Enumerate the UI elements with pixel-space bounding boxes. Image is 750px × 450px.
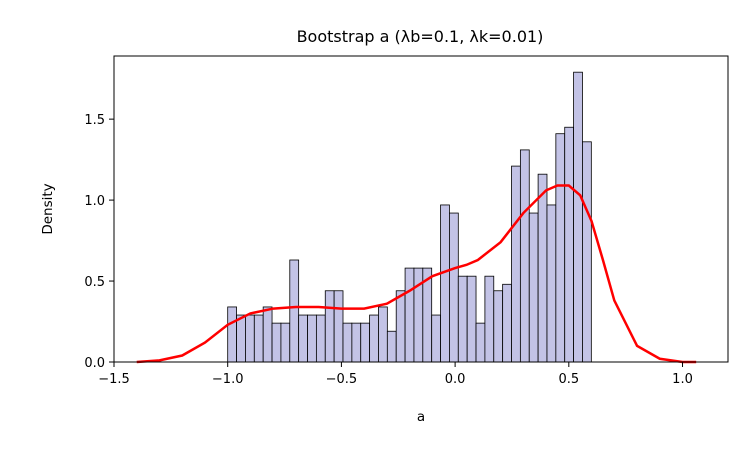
y-tick-label-3: 1.5 (84, 113, 105, 128)
histogram-bar-35 (537, 173, 548, 363)
chart-title: Bootstrap a (λb=0.1, λk=0.01) (297, 27, 544, 46)
histogram-bar-20 (404, 267, 415, 363)
histogram-bar-29 (484, 275, 495, 363)
y-tick-label-0: 0.0 (84, 356, 105, 371)
y-tick-label-1: 0.5 (84, 275, 105, 290)
histogram-bar-0 (227, 306, 237, 363)
histogram-bar-23 (431, 314, 441, 363)
histogram-bar-26 (457, 275, 468, 363)
histogram-bar-6 (280, 322, 291, 363)
x-tick-label-2: −0.5 (326, 372, 358, 387)
histogram-bar-32 (511, 165, 521, 363)
histogram-bars (227, 71, 592, 363)
x-tick-label-1: −1.0 (212, 372, 244, 387)
plot-frame (113, 55, 729, 363)
histogram-bar-36 (546, 204, 557, 363)
histogram-bar-25 (449, 212, 459, 363)
histogram-bar-11 (324, 290, 335, 363)
histogram-bar-16 (369, 314, 379, 363)
histogram-bar-27 (466, 275, 477, 363)
x-axis-label: a (417, 409, 425, 425)
histogram-bar-4 (262, 306, 273, 363)
histogram-bar-8 (298, 314, 308, 363)
x-tick-label-4: 0.5 (558, 372, 579, 387)
histogram-bar-17 (378, 306, 388, 363)
y-tick-label-2: 1.0 (84, 194, 105, 209)
histogram-bar-9 (307, 314, 317, 363)
histogram-bar-5 (271, 322, 282, 363)
histogram-bar-18 (386, 330, 397, 363)
histogram-bar-24 (440, 204, 450, 363)
x-tick-label-5: 1.0 (672, 372, 693, 387)
histogram-bar-10 (315, 314, 326, 363)
histogram-bar-28 (475, 322, 486, 363)
y-axis-label: Density (40, 183, 56, 234)
histogram-bar-40 (582, 141, 592, 363)
histogram-bar-12 (333, 290, 344, 363)
histogram-bar-39 (573, 71, 583, 363)
histogram-bar-37 (555, 133, 566, 363)
histogram-bar-30 (493, 290, 504, 363)
histogram-bar-1 (236, 314, 246, 363)
x-tick-label-0: −1.5 (98, 372, 130, 387)
histogram-bar-15 (360, 322, 371, 363)
histogram-bar-3 (253, 314, 264, 363)
x-axis-ticks: −1.5 −1.0 −0.5 0.0 0.5 1.0 (98, 362, 693, 387)
histogram-bar-34 (528, 212, 539, 363)
y-axis-ticks: 0.0 0.5 1.0 1.5 (84, 113, 114, 371)
kde-curve (136, 184, 697, 364)
histogram-bar-14 (351, 322, 362, 363)
histogram-bar-13 (342, 322, 353, 363)
histogram-bar-7 (289, 259, 300, 363)
histogram-bar-31 (502, 283, 512, 363)
histogram-bar-19 (395, 290, 406, 363)
x-tick-label-3: 0.0 (445, 372, 466, 387)
histogram-bar-33 (519, 149, 530, 363)
histogram-bar-2 (245, 314, 255, 363)
histogram-bar-38 (564, 126, 574, 363)
